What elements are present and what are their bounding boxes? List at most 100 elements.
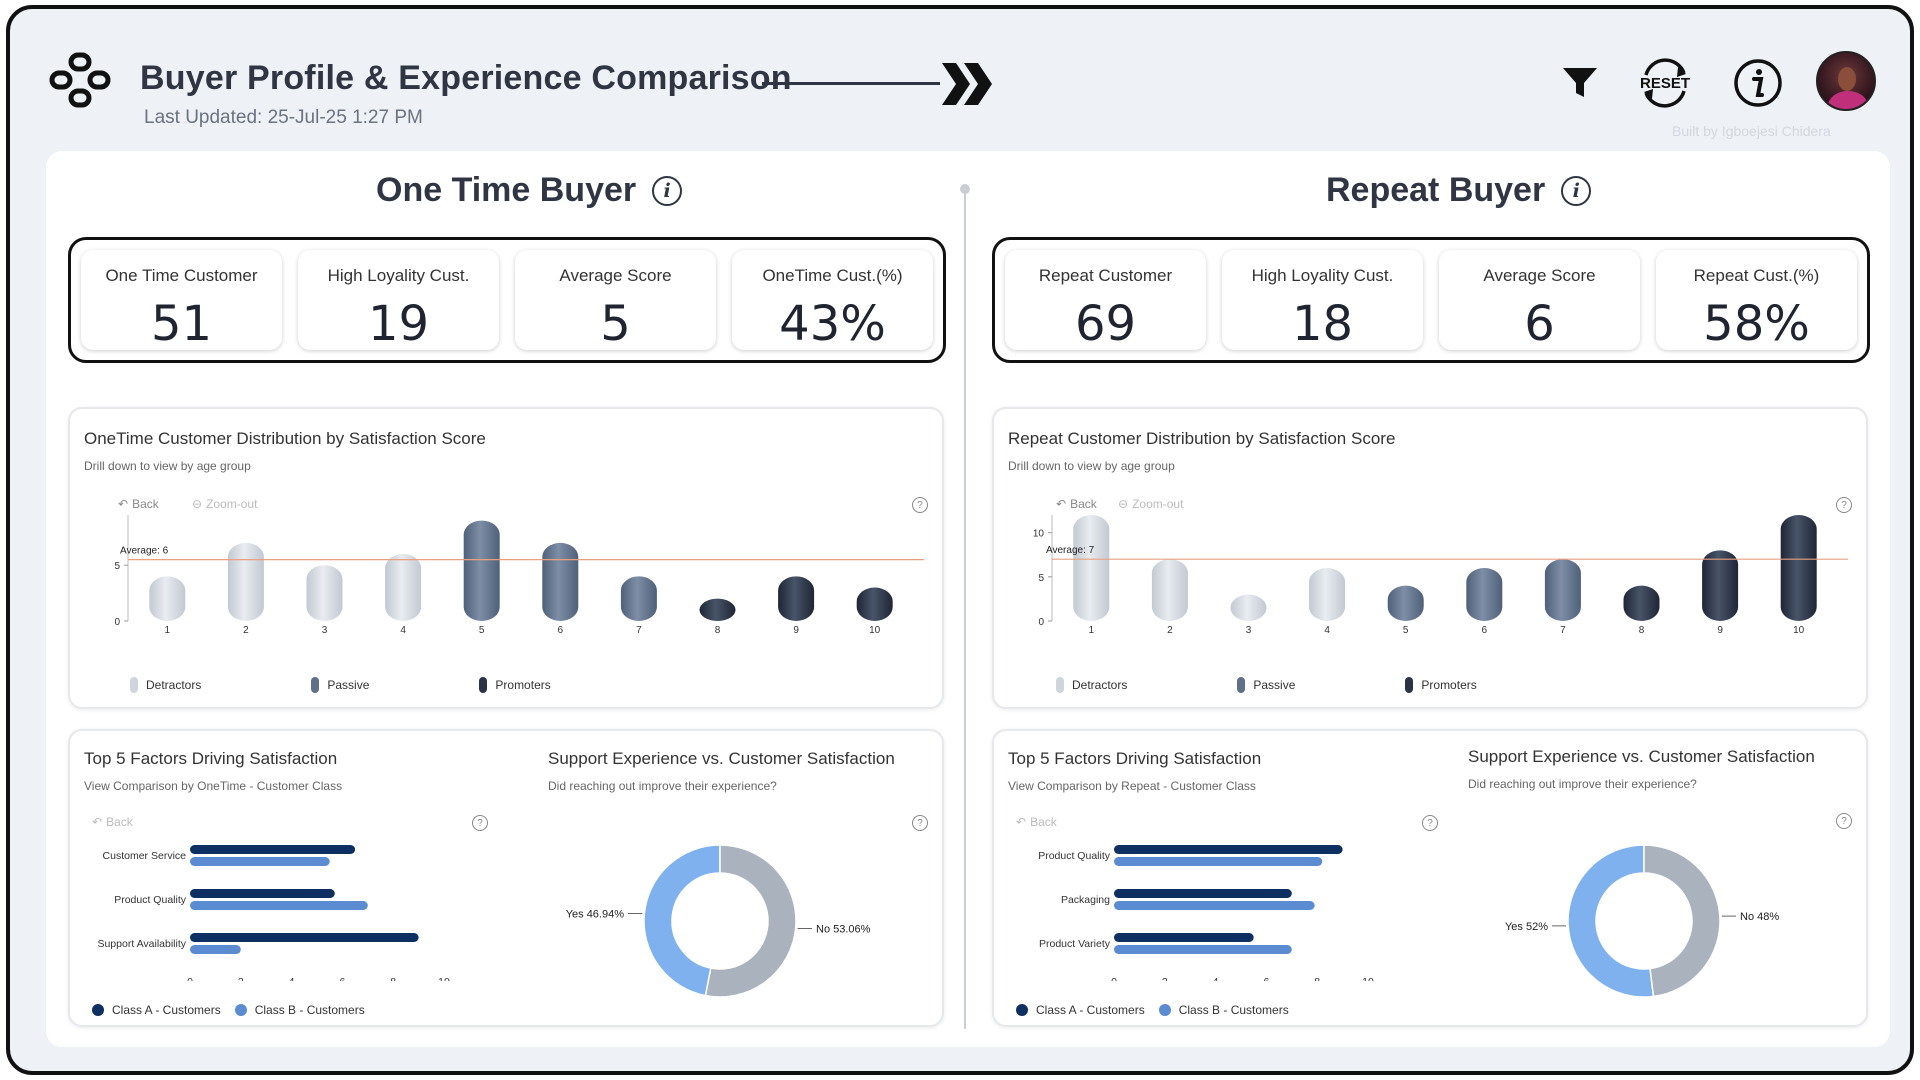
legend-class-a[interactable]: Class A - Customers <box>92 1003 221 1017</box>
factors-subtitle: View Comparison by OneTime - Customer Cl… <box>84 779 343 793</box>
kpi-label: OneTime Cust.(%) <box>762 266 903 285</box>
help-icon[interactable]: ? <box>1422 815 1438 831</box>
kpi-value: 51 <box>150 296 213 352</box>
zoom-out-button[interactable]: ⊖ Zoom-out <box>1118 497 1183 511</box>
help-icon[interactable]: ? <box>1836 497 1852 513</box>
bar-score-9 <box>778 576 815 621</box>
x-tick-label: 8 <box>715 625 721 636</box>
repeat-info-icon[interactable]: i <box>1561 175 1592 206</box>
legend-detractors[interactable]: Detractors <box>130 677 201 693</box>
kpi-card: Repeat Cust.(%) 58% <box>1656 250 1857 352</box>
avatar-body <box>1828 91 1868 109</box>
legend-class-b[interactable]: Class B - Customers <box>1158 1003 1289 1017</box>
x-tick-label: 4 <box>1324 625 1330 636</box>
legend-label: Promoters <box>1421 678 1477 692</box>
kpi-value: 18 <box>1291 296 1354 352</box>
help-icon[interactable]: ? <box>472 815 488 831</box>
back-arrow-icon: ↶ <box>92 815 103 829</box>
bar-class-a <box>1114 889 1292 898</box>
bar-class-b <box>190 857 330 866</box>
bar-score-1 <box>149 576 186 621</box>
factors-legend: Class A - Customers Class B - Customers <box>1016 1003 1289 1017</box>
zoom-out-button[interactable]: ⊖ Zoom-out <box>192 497 257 511</box>
filter-icon <box>1563 68 1597 97</box>
factor-label: Support Availability <box>97 938 186 950</box>
donut-slice <box>1567 844 1655 998</box>
help-icon[interactable]: ? <box>912 497 928 513</box>
info-button[interactable] <box>1730 55 1786 111</box>
reset-button[interactable]: RESET <box>1632 55 1698 111</box>
y-tick-label: 0 <box>114 617 120 628</box>
factors-title: Top 5 Factors Driving Satisfaction <box>1008 749 1262 768</box>
one-time-distribution-chart: 0 5 1 2 3 4 5 6 7 8 9 10 Average: 6 <box>114 515 924 636</box>
kpi-card: High Loyality Cust. 19 <box>298 250 499 352</box>
filter-button[interactable] <box>1558 55 1602 111</box>
y-tick-label: 0 <box>1038 617 1044 628</box>
one-time-info-icon[interactable]: i <box>652 175 683 206</box>
kpi-value: 43% <box>779 296 886 352</box>
one-time-factors-support-card: Top 5 Factors Driving Satisfaction View … <box>68 729 944 1027</box>
back-button[interactable]: ↶ Back <box>118 497 159 511</box>
bar-class-b <box>190 901 368 910</box>
card-title: Repeat Customer Distribution by Satisfac… <box>1008 429 1396 448</box>
x-tick-label: 6 <box>1263 976 1269 981</box>
info-icon <box>1734 59 1782 107</box>
legend-swatch <box>479 677 488 693</box>
factor-label: Product Variety <box>1039 938 1111 950</box>
bar-class-a <box>1114 845 1343 854</box>
donut-slice <box>643 844 721 997</box>
x-tick-label: 4 <box>1213 976 1219 981</box>
x-tick-label: 8 <box>1639 625 1645 636</box>
bar-class-a <box>190 933 419 942</box>
support-title: Support Experience vs. Customer Satisfac… <box>548 749 895 768</box>
legend-passive[interactable]: Passive <box>1237 677 1295 693</box>
back-label: Back <box>106 815 133 829</box>
kpi-label: High Loyality Cust. <box>327 266 470 285</box>
x-tick-label: 5 <box>479 625 485 636</box>
repeat-factors-support-card: Top 5 Factors Driving Satisfaction View … <box>992 729 1868 1027</box>
legend-class-b[interactable]: Class B - Customers <box>234 1003 365 1017</box>
card-title: OneTime Customer Distribution by Satisfa… <box>84 429 486 448</box>
back-button[interactable]: ↶ Back <box>1016 815 1057 829</box>
bar-score-6 <box>542 542 579 621</box>
repeat-factors-chart: Product Quality Packaging Product Variety 0… <box>1038 845 1374 981</box>
legend-promoters[interactable]: Promoters <box>1405 677 1477 693</box>
back-button[interactable]: ↶ Back <box>1056 497 1097 511</box>
zoom-out-icon: ⊖ <box>1118 497 1129 511</box>
back-button[interactable]: ↶ Back <box>92 815 133 829</box>
kpi-label: Average Score <box>559 266 672 285</box>
x-tick-label: 0 <box>1111 976 1117 981</box>
legend-swatch <box>1237 677 1246 693</box>
legend-label: Class A - Customers <box>1036 1003 1145 1017</box>
legend-promoters[interactable]: Promoters <box>479 677 551 693</box>
help-icon[interactable]: ? <box>1836 813 1852 829</box>
kpi-card: OneTime Cust.(%) 43% <box>732 250 933 352</box>
kpi-card: Repeat Customer 69 <box>1005 250 1206 352</box>
x-tick-label: 7 <box>636 625 642 636</box>
legend-label: Class B - Customers <box>1178 1003 1289 1017</box>
factor-label: Product Quality <box>1038 850 1111 862</box>
bar-score-4 <box>1309 568 1346 621</box>
kpi-card: High Loyality Cust. 18 <box>1222 250 1423 352</box>
bar-score-2 <box>1151 559 1188 621</box>
bar-score-6 <box>1466 568 1503 621</box>
kpi-value: 58% <box>1703 296 1810 352</box>
legend-detractors[interactable]: Detractors <box>1056 677 1127 693</box>
kpi-value: 5 <box>600 296 631 352</box>
double-chevron-right-icon[interactable] <box>938 59 998 109</box>
legend-swatch <box>130 677 138 693</box>
x-tick-label: 6 <box>1482 625 1488 636</box>
factors-legend: Class A - Customers Class B - Customers <box>92 1003 365 1017</box>
bar-score-7 <box>1544 559 1581 621</box>
average-label: Average: 6 <box>120 546 169 557</box>
user-avatar[interactable] <box>1816 51 1876 111</box>
legend-class-a[interactable]: Class A - Customers <box>1016 1003 1145 1017</box>
help-icon[interactable]: ? <box>912 815 928 831</box>
distribution-legend: Detractors Passive Promoters <box>130 677 551 693</box>
legend-passive[interactable]: Passive <box>311 677 369 693</box>
reset-icon: RESET <box>1640 58 1690 108</box>
kpi-label: One Time Customer <box>105 266 258 285</box>
zoom-label: Zoom-out <box>1132 497 1184 511</box>
bar-class-b <box>1114 901 1315 910</box>
legend-swatch <box>234 1004 247 1016</box>
